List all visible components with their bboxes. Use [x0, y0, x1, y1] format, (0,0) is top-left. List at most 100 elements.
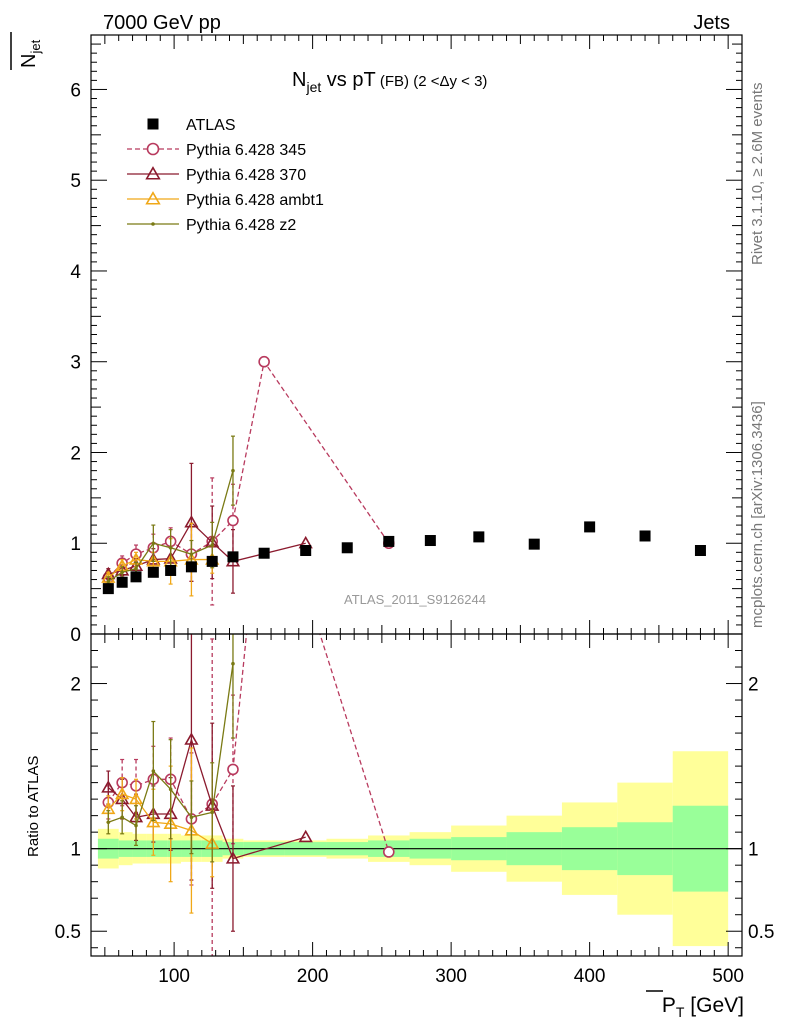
- z2-point: [231, 468, 235, 473]
- z2-point: [189, 815, 194, 820]
- legend-item-p370: Pythia 6.428 370: [127, 166, 306, 184]
- data-point: [147, 566, 159, 578]
- ambt1-point: [146, 554, 161, 567]
- ambt1-point: [115, 786, 130, 800]
- legend-item-data: ATLAS: [147, 117, 236, 134]
- ratio-panel: 100 200 300 400 500 0.5 0.5 1 1 2 2: [55, 452, 774, 987]
- p345-point: [227, 514, 239, 527]
- ratio-series-p345: [102, 452, 395, 956]
- rivet-version-label: Rivet 3.1.10, ≥ 2.6M events: [749, 83, 766, 266]
- main-series-data: [102, 521, 706, 595]
- p345-line: [107, 360, 390, 579]
- z2-point: [168, 787, 173, 792]
- p370-point: [184, 732, 199, 745]
- p370-point: [298, 829, 313, 843]
- legend-item-ambt1: Pythia 6.428 ambt1: [127, 191, 324, 209]
- ratio-y-axis-label: Ratio to ATLAS: [25, 756, 42, 857]
- p345-point: [382, 846, 395, 858]
- data-point: [227, 551, 239, 563]
- z2-point: [106, 579, 111, 584]
- main-y-axis-label: Njet: [10, 32, 43, 70]
- z2-point: [120, 815, 124, 820]
- ratio-y-tick-label-left: 1: [70, 840, 81, 861]
- data-point: [130, 571, 142, 583]
- legend-label: Pythia 6.428 370: [186, 167, 306, 184]
- z2-point: [151, 769, 156, 773]
- ratio-y-tick-label-left: 0.5: [55, 922, 81, 943]
- data-point: [694, 545, 706, 557]
- p345-point: [258, 355, 270, 368]
- plot-title: Njet vs pT (FB) (2 <Δy < 3): [292, 69, 487, 95]
- energy-label: 7000 GeV pp: [103, 12, 221, 34]
- ratio-series-ambt1: [101, 747, 220, 914]
- data-point: [206, 555, 218, 567]
- ratio-frame: [90, 633, 743, 957]
- data-point: [185, 561, 197, 573]
- z2-point: [106, 820, 111, 825]
- process-label: Jets: [693, 12, 730, 34]
- ambt1-point: [146, 814, 161, 828]
- ratio-y-tick-label-right: 0.5: [748, 922, 774, 943]
- legend: ATLAS Pythia 6.428 345 Pythia 6.428 370 Pyt…: [127, 117, 324, 234]
- legend-marker: [145, 166, 161, 180]
- data-point: [102, 583, 114, 595]
- main-series-p345: [102, 355, 395, 606]
- main-panel: 0 1 2 3 4 5 6: [70, 34, 743, 646]
- p345-point: [259, 452, 269, 462]
- data-point: [528, 538, 540, 550]
- z2-line: [108, 663, 234, 827]
- y-tick-label: 5: [70, 171, 81, 192]
- y-tick-label: 6: [70, 80, 81, 101]
- data-point: [258, 547, 270, 559]
- x-axis-label: PT [GeV]: [646, 990, 744, 1020]
- x-tick-label: 500: [712, 966, 744, 987]
- svg-text:Njet: Njet: [18, 39, 43, 68]
- x-tick-label: 300: [435, 966, 467, 987]
- z2-line: [107, 470, 234, 582]
- y-tick-label: 4: [70, 262, 81, 283]
- legend-item-p345: Pythia 6.428 345: [127, 142, 306, 159]
- x-tick-label: 200: [297, 966, 329, 987]
- data-point: [165, 564, 177, 576]
- p370-point: [225, 851, 241, 864]
- z2-point: [189, 552, 194, 556]
- z2-point: [134, 823, 138, 828]
- data-point: [300, 545, 312, 557]
- data-point: [639, 530, 651, 542]
- data-point: [584, 521, 596, 533]
- ratio-y-tick-label-right: 1: [748, 840, 759, 861]
- data-point: [116, 576, 128, 588]
- legend-marker: [145, 191, 161, 205]
- y-tick-label: 1: [70, 534, 81, 555]
- data-point: [473, 531, 485, 543]
- legend-marker: [146, 142, 160, 156]
- p345-point: [227, 763, 239, 776]
- y-tick-label: 3: [70, 353, 81, 374]
- p370-point: [101, 780, 116, 793]
- legend-marker: [151, 222, 155, 226]
- data-point: [341, 542, 353, 554]
- svg-text:PT [GeV]: PT [GeV]: [662, 994, 744, 1020]
- z2-point: [210, 543, 214, 547]
- z2-point: [151, 541, 156, 546]
- analysis-watermark: ATLAS_2011_S9126244: [344, 592, 486, 607]
- legend-label: Pythia 6.428 ambt1: [186, 192, 324, 209]
- y-tick-label: 0: [70, 625, 81, 646]
- z2-point: [120, 570, 124, 575]
- legend-label: Pythia 6.428 345: [186, 142, 306, 159]
- data-point: [383, 535, 395, 547]
- x-tick-label: 100: [158, 966, 190, 987]
- ratio-y-tick-label-right: 2: [748, 675, 759, 696]
- legend-label: ATLAS: [186, 117, 236, 134]
- ratio-y-tick-label-left: 2: [70, 675, 81, 696]
- ratio-series-z2: [106, 634, 235, 863]
- z2-point: [231, 661, 235, 666]
- legend-marker: [147, 118, 159, 130]
- z2-point: [168, 545, 173, 550]
- y-tick-label: 2: [70, 443, 81, 464]
- ratio-series-p370: [101, 634, 313, 932]
- legend-item-z2: Pythia 6.428 z2: [127, 217, 296, 234]
- mcplots-label: mcplots.cern.ch [arXiv:1306.3436]: [749, 401, 766, 628]
- z2-point: [134, 566, 138, 571]
